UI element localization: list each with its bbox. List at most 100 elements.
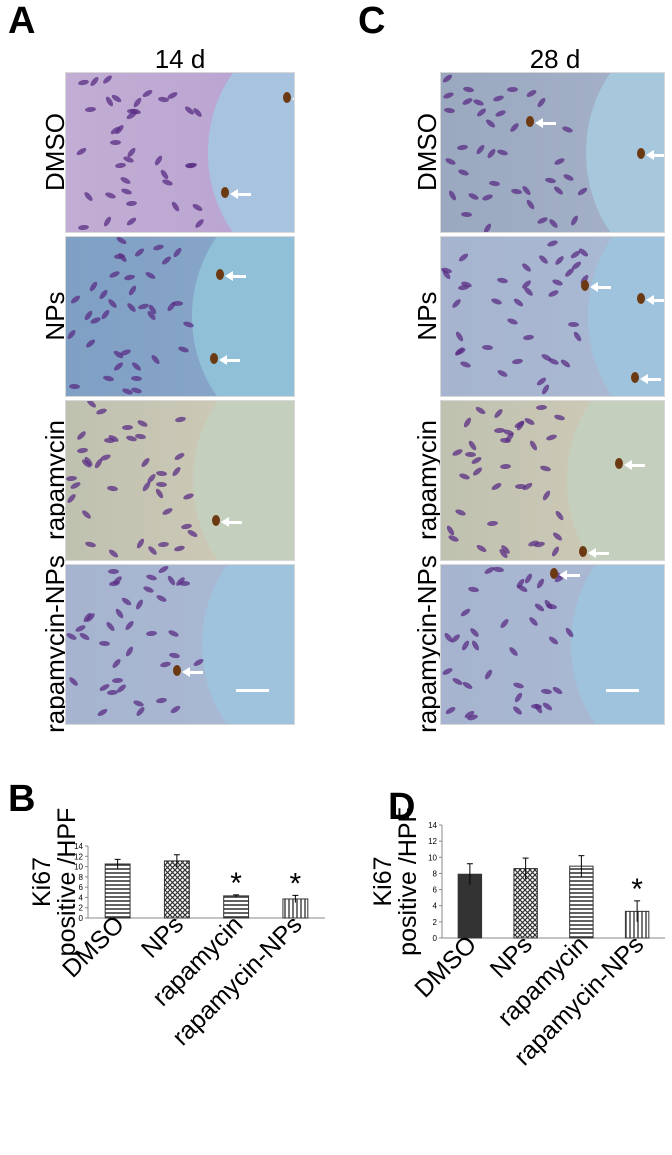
nucleus	[444, 157, 457, 167]
ki67-positive-cell	[614, 458, 623, 470]
nucleus	[535, 404, 548, 411]
ki67-positive-cell	[637, 147, 646, 159]
arrow-indicator	[230, 189, 252, 200]
nucleus	[147, 544, 159, 557]
y-axis-label-line1: Ki67	[369, 856, 397, 906]
nucleus	[119, 175, 132, 186]
micrograph-c-dmso	[440, 72, 665, 233]
nucleus	[512, 681, 525, 690]
nucleus	[186, 528, 199, 539]
nucleus	[102, 215, 113, 228]
micrograph-a-rapamycin-nps	[65, 564, 295, 725]
nucleus	[546, 239, 559, 248]
nucleus	[101, 73, 114, 85]
row-label-c-0: DMSO	[412, 112, 442, 191]
nucleus	[492, 94, 505, 103]
nucleus	[155, 696, 168, 704]
arrow-indicator	[639, 374, 661, 385]
row-label-c-1: NPs	[412, 290, 442, 341]
nucleus	[178, 581, 190, 587]
nucleus	[536, 216, 549, 226]
nucleus	[155, 470, 168, 477]
arrow-indicator	[623, 460, 645, 471]
row-label-c-3: rapamycin-NPs	[412, 554, 442, 733]
bar-nps	[163, 860, 190, 919]
nucleus	[69, 293, 82, 305]
nucleus	[522, 334, 534, 341]
arrow-indicator	[225, 270, 247, 281]
nucleus	[173, 451, 186, 462]
nucleus	[81, 509, 93, 521]
nucleus	[99, 308, 111, 321]
vessel-lumen	[571, 565, 664, 724]
y-axis-label-line2: positive /HPF	[53, 808, 81, 957]
nucleus	[124, 619, 136, 632]
nucleus	[461, 96, 474, 106]
micrograph-a-nps	[65, 236, 295, 397]
nucleus	[165, 301, 177, 313]
vessel-lumen	[566, 401, 664, 560]
nucleus	[66, 329, 78, 341]
nucleus	[447, 189, 458, 202]
nucleus	[490, 297, 503, 306]
arrow-indicator	[646, 149, 664, 160]
nucleus	[107, 297, 119, 310]
nucleus	[528, 439, 539, 452]
micrograph-c-rapamycin-nps	[440, 564, 665, 725]
nucleus	[447, 534, 460, 544]
nucleus	[170, 200, 182, 213]
nucleus	[525, 88, 538, 99]
nucleus	[544, 177, 556, 185]
nucleus	[454, 507, 467, 517]
ki67-positive-cell	[282, 92, 291, 104]
nucleus	[180, 522, 193, 530]
nucleus	[170, 465, 182, 477]
nucleus	[456, 144, 469, 151]
nucleus	[167, 628, 180, 638]
ki67-positive-cell	[209, 353, 218, 365]
nucleus	[108, 270, 121, 280]
nucleus	[154, 487, 165, 500]
nucleus	[161, 178, 174, 187]
nucleus	[551, 685, 564, 696]
nucleus	[442, 91, 455, 100]
nucleus	[539, 464, 552, 472]
nucleus	[169, 651, 181, 659]
nucleus	[104, 190, 117, 200]
nucleus	[107, 547, 120, 559]
nucleus	[150, 354, 162, 366]
nucleus	[130, 375, 142, 381]
nucleus	[141, 88, 154, 99]
nucleus	[512, 297, 525, 309]
nucleus	[98, 288, 110, 301]
nucleus	[106, 485, 119, 492]
nucleus	[474, 405, 487, 416]
nucleus	[172, 300, 184, 306]
y-tick-label: 14	[74, 842, 83, 851]
nucleus	[511, 358, 524, 366]
nucleus	[454, 346, 467, 357]
nucleus	[124, 645, 135, 658]
micrograph-a-rapamycin	[65, 400, 295, 561]
vessel-lumen	[208, 73, 294, 232]
nucleus	[105, 620, 117, 633]
y-tick-label: 12	[428, 837, 437, 846]
nucleus	[475, 143, 487, 156]
nucleus	[125, 200, 137, 207]
y-tick-label: 2	[433, 918, 438, 927]
nucleus	[454, 330, 466, 343]
nucleus	[450, 297, 462, 310]
nucleus	[506, 87, 518, 93]
nucleus	[467, 586, 480, 594]
nucleus	[468, 626, 481, 639]
ki67-positive-cell	[173, 665, 182, 677]
nucleus	[77, 79, 90, 87]
nucleus	[136, 419, 149, 429]
nucleus	[570, 259, 582, 271]
micrograph-a-dmso	[65, 72, 295, 233]
scale-bar	[606, 689, 639, 692]
column-title-14d: 14 d	[154, 44, 206, 74]
arrow-indicator	[588, 547, 610, 558]
micrograph-c-rapamycin	[440, 400, 665, 561]
